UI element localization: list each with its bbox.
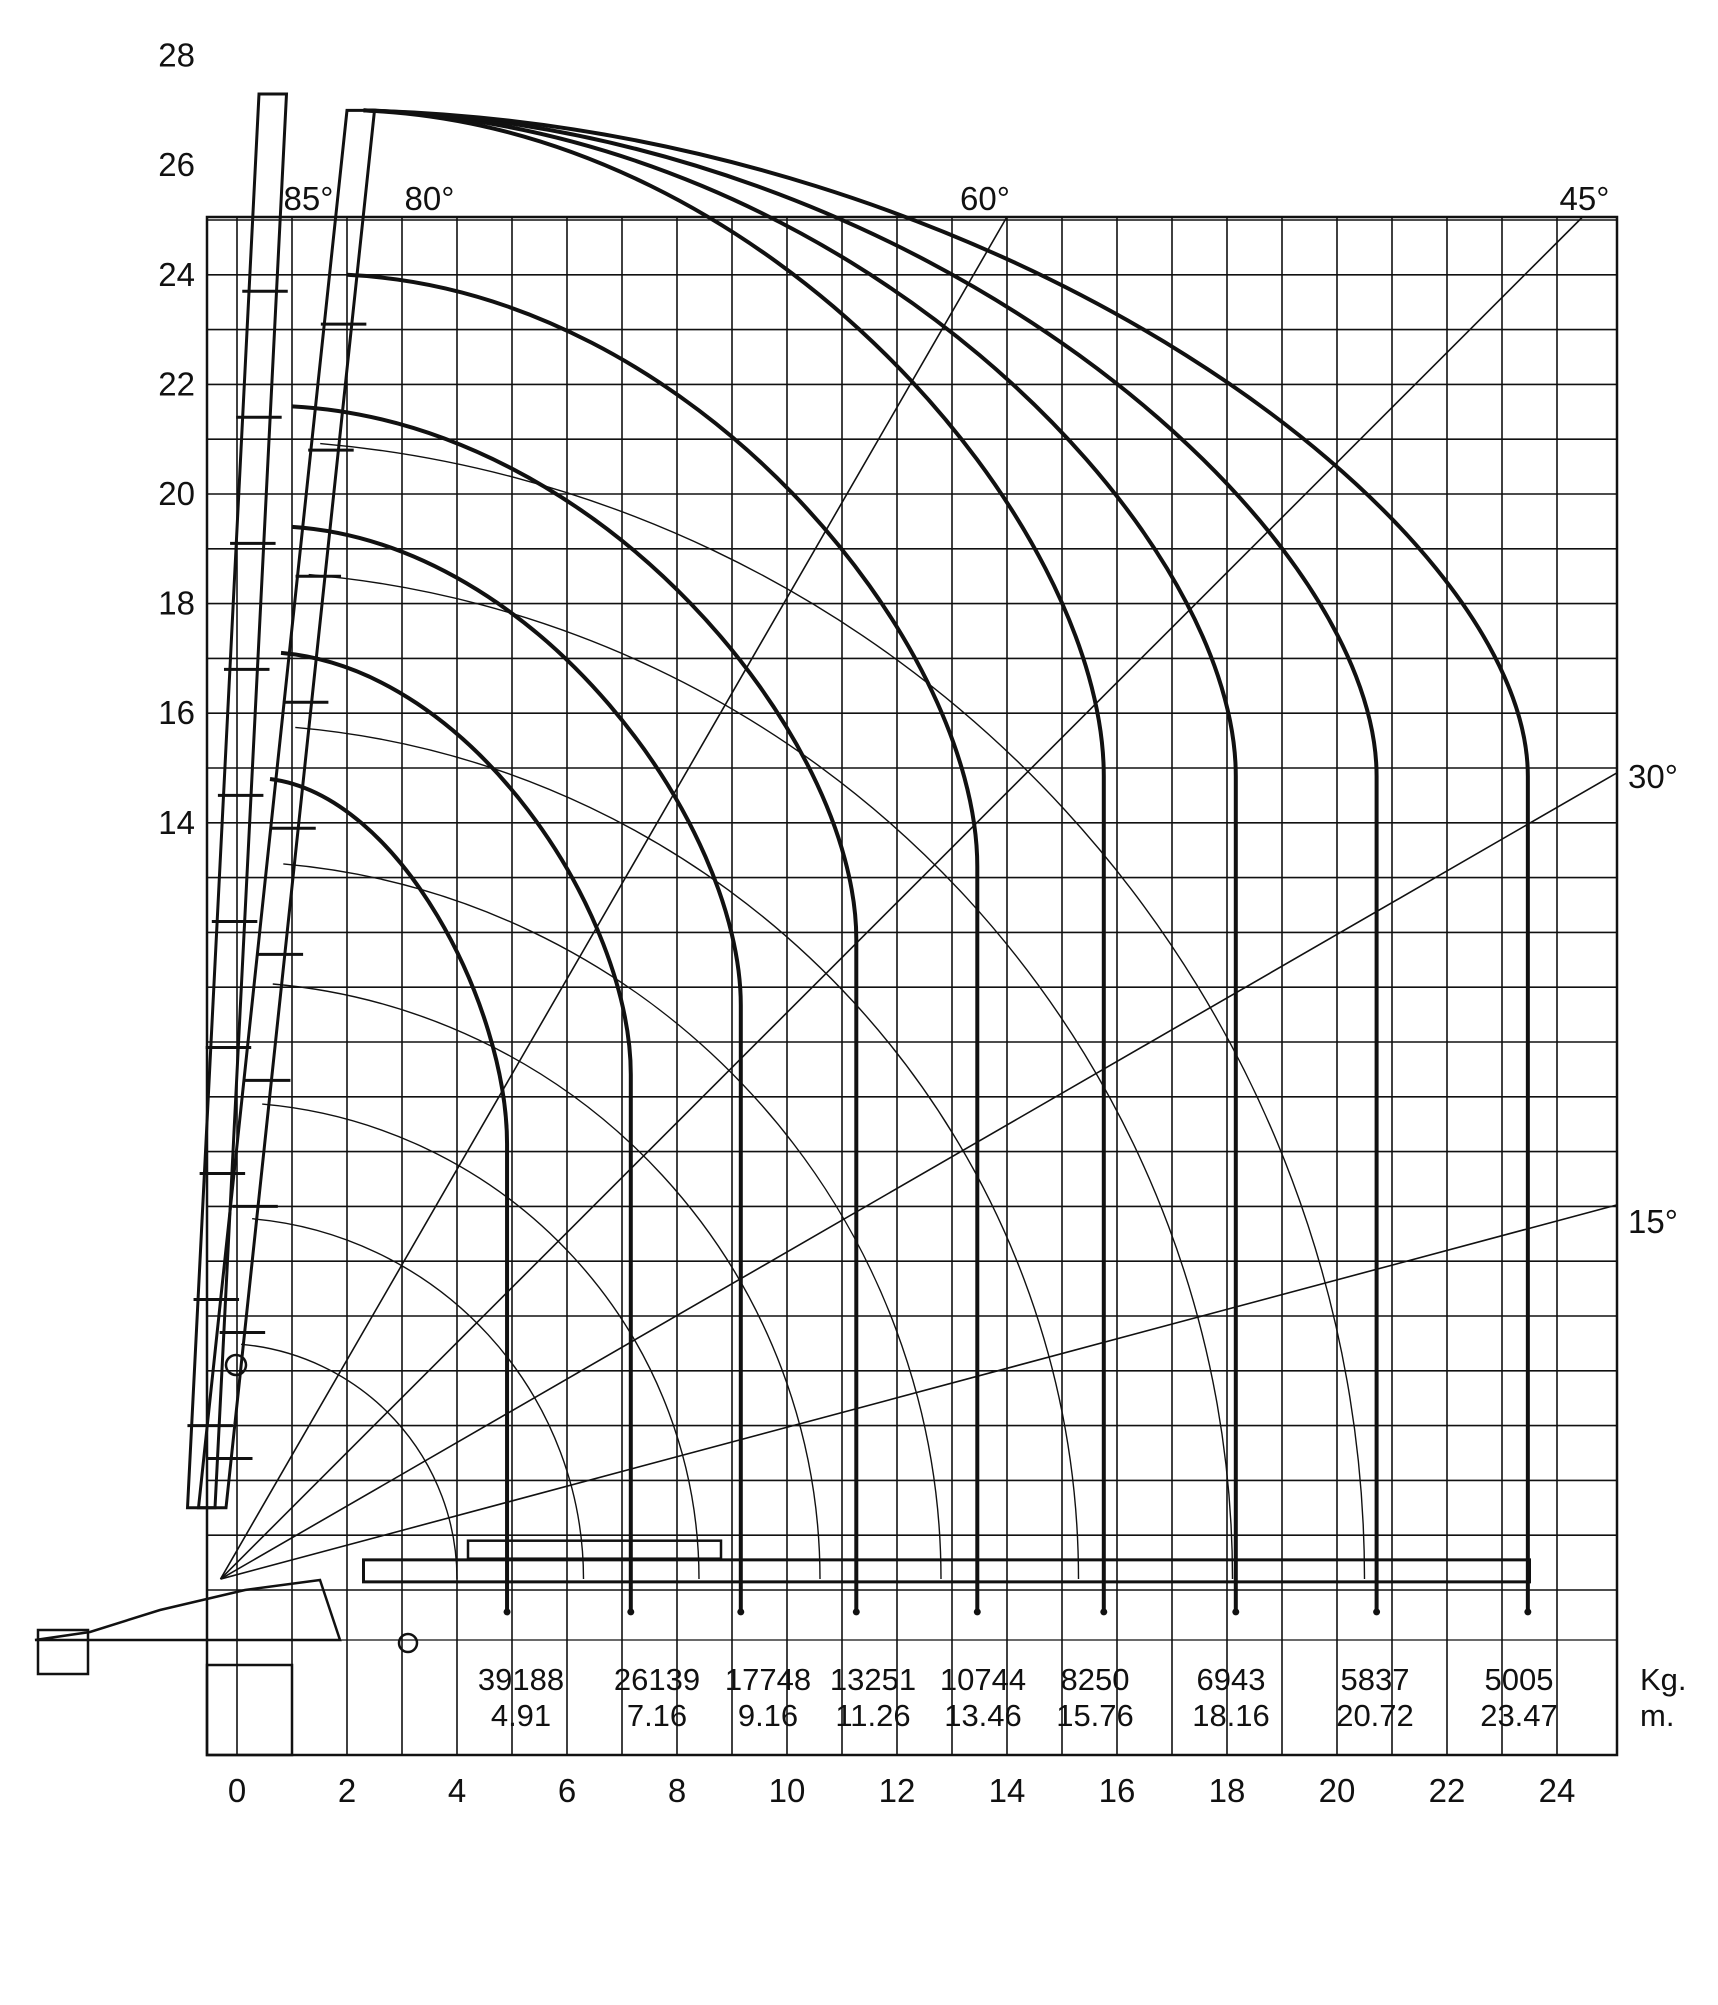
y-tick-label: 26 bbox=[158, 146, 195, 183]
angle-label: 80° bbox=[405, 180, 455, 217]
reach-arc bbox=[241, 1343, 458, 1580]
y-tick-label: 22 bbox=[158, 365, 195, 402]
angle-line-15 bbox=[220, 1204, 1618, 1580]
load-curve-17748 bbox=[291, 524, 743, 1612]
reach-marker bbox=[737, 1608, 745, 1616]
angle-label: 15° bbox=[1628, 1203, 1678, 1240]
load-unit: Kg. bbox=[1640, 1662, 1687, 1697]
angle-label: 45° bbox=[1560, 180, 1610, 217]
reach-marker bbox=[503, 1608, 511, 1616]
x-tick-label: 22 bbox=[1429, 1772, 1466, 1809]
load-curve-13251 bbox=[291, 404, 859, 1612]
load-value: 26139 bbox=[614, 1662, 700, 1697]
load-value: 39188 bbox=[478, 1662, 564, 1697]
angle-label: 85° bbox=[284, 180, 334, 217]
angle-line-60 bbox=[219, 216, 1008, 1580]
load-curve-26139 bbox=[280, 650, 633, 1612]
y-tick-label: 16 bbox=[158, 694, 195, 731]
y-tick-label: 28 bbox=[158, 37, 195, 74]
x-tick-label: 14 bbox=[989, 1772, 1026, 1809]
crane-base bbox=[34, 1578, 342, 1642]
load-curve-5837 bbox=[363, 108, 1379, 1612]
load-value: 6943 bbox=[1197, 1662, 1266, 1697]
reach-arc bbox=[308, 573, 1234, 1580]
angle-lines bbox=[219, 216, 1618, 1580]
y-tick-label: 24 bbox=[158, 256, 195, 293]
y-tick-label: 18 bbox=[158, 585, 195, 622]
reach-unit: m. bbox=[1640, 1698, 1674, 1733]
x-tick-label: 4 bbox=[448, 1772, 466, 1809]
load-curve-5005 bbox=[363, 108, 1530, 1612]
load-curves bbox=[269, 108, 1532, 1616]
reach-marker bbox=[1373, 1608, 1381, 1616]
reach-arc bbox=[283, 863, 942, 1580]
reach-value: 9.16 bbox=[738, 1698, 798, 1733]
reach-value: 13.46 bbox=[944, 1698, 1022, 1733]
load-value: 10744 bbox=[940, 1662, 1026, 1697]
load-curve-39188 bbox=[269, 776, 510, 1612]
y-tick-label: 14 bbox=[158, 804, 195, 841]
winch-icon bbox=[224, 1353, 248, 1377]
reach-marker bbox=[973, 1608, 981, 1616]
x-tick-label: 0 bbox=[228, 1772, 246, 1809]
reach-marker bbox=[1232, 1608, 1240, 1616]
grid bbox=[205, 215, 1619, 1757]
reach-marker bbox=[1100, 1608, 1108, 1616]
x-tick-label: 16 bbox=[1099, 1772, 1136, 1809]
x-tick-label: 6 bbox=[558, 1772, 576, 1809]
reach-arc bbox=[320, 442, 1366, 1580]
crane-column bbox=[205, 1663, 294, 1757]
boom-section bbox=[466, 1539, 723, 1560]
reach-value: 15.76 bbox=[1056, 1698, 1134, 1733]
plot-frame bbox=[205, 215, 1619, 1757]
reach-arc bbox=[262, 1103, 700, 1580]
load-curve-10744 bbox=[346, 272, 980, 1612]
x-tick-label: 8 bbox=[668, 1772, 686, 1809]
load-curve-6943 bbox=[363, 108, 1238, 1612]
angle-label: 60° bbox=[960, 180, 1010, 217]
y-tick-label: 20 bbox=[158, 475, 195, 512]
x-tick-label: 10 bbox=[769, 1772, 806, 1809]
crane-outrigger bbox=[36, 1628, 90, 1676]
labels: 0 2 4 6 8 10 12 14 16 18 20 22 24141618202224262885°… bbox=[158, 37, 1686, 1809]
load-value: 8250 bbox=[1061, 1662, 1130, 1697]
x-tick-label: 18 bbox=[1209, 1772, 1246, 1809]
crane-drawing bbox=[34, 92, 1531, 1757]
hook-icon bbox=[397, 1632, 419, 1654]
boom-horizontal bbox=[362, 1558, 1531, 1584]
reach-arc bbox=[252, 1218, 585, 1580]
x-tick-label: 2 bbox=[338, 1772, 356, 1809]
angle-line-30 bbox=[220, 772, 1618, 1580]
reach-value: 4.91 bbox=[491, 1698, 551, 1733]
x-tick-label: 24 bbox=[1539, 1772, 1576, 1809]
reach-arc bbox=[272, 983, 821, 1580]
reach-marker bbox=[1524, 1608, 1532, 1616]
reach-value: 11.26 bbox=[835, 1698, 910, 1733]
x-tick-label: 20 bbox=[1319, 1772, 1356, 1809]
reach-arc bbox=[295, 726, 1080, 1580]
reach-value: 7.16 bbox=[627, 1698, 687, 1733]
reach-marker bbox=[852, 1608, 860, 1616]
load-value: 17748 bbox=[725, 1662, 811, 1697]
load-value: 5005 bbox=[1485, 1662, 1554, 1697]
reach-value: 23.47 bbox=[1480, 1698, 1558, 1733]
load-curve-8250 bbox=[363, 108, 1106, 1612]
load-value: 5837 bbox=[1341, 1662, 1410, 1697]
reach-value: 18.16 bbox=[1192, 1698, 1270, 1733]
load-value: 13251 bbox=[830, 1662, 916, 1697]
x-tick-label: 12 bbox=[879, 1772, 916, 1809]
reach-value: 20.72 bbox=[1336, 1698, 1414, 1733]
reach-marker bbox=[627, 1608, 635, 1616]
angle-label: 30° bbox=[1628, 758, 1678, 795]
angle-line-45 bbox=[219, 216, 1584, 1580]
